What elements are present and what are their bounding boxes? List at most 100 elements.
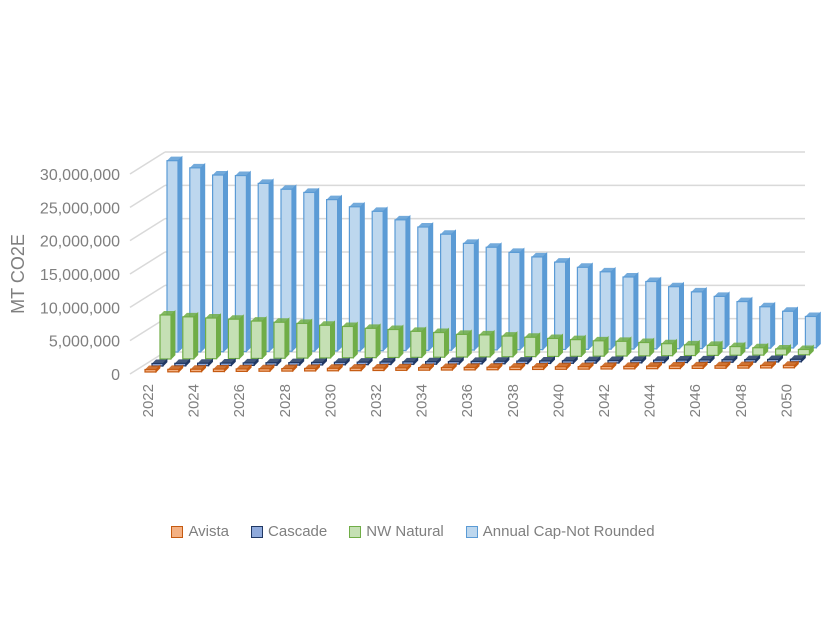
bar-side-face [291, 184, 297, 353]
x-tick-label: 2046 [687, 384, 704, 417]
legend-item: NW Natural [349, 523, 444, 540]
bar-side-face [550, 355, 555, 365]
bar-side-face [473, 238, 479, 352]
bar-top-face [668, 282, 684, 287]
bar-side-face [595, 355, 601, 365]
bar-top-face [555, 362, 571, 367]
bar-top-face [653, 356, 669, 361]
legend-swatch [465, 525, 478, 538]
bar-top-face [760, 361, 776, 366]
gridline-side [129, 184, 166, 208]
bar-side-face [330, 320, 336, 359]
y-tick-label: 25,000,000 [40, 200, 120, 217]
legend-swatch [251, 525, 264, 538]
bar-side-face [755, 354, 761, 364]
bar-top-face [509, 248, 524, 253]
bar-top-face [502, 332, 517, 337]
bar-side-face [748, 360, 754, 370]
x-tick-label: 2026 [231, 384, 248, 417]
bar-top-face [440, 230, 456, 235]
bar-side-face [489, 329, 495, 358]
bar-front-face [660, 343, 674, 357]
bar-side-face [268, 178, 274, 353]
bar-nw-natural-2035 [455, 329, 472, 359]
x-tick-label: 2038 [505, 384, 522, 417]
bar-top-face [417, 223, 433, 228]
bar-top-face [570, 335, 586, 340]
bar-top-face [326, 195, 342, 200]
bar-front-face [804, 315, 818, 349]
bar-side-face [519, 247, 525, 351]
bar-annual-cap-not-rounded-2046 [713, 291, 730, 350]
bar-front-face [638, 341, 651, 357]
bar-front-face [418, 367, 431, 371]
bar-front-face [281, 368, 294, 372]
bar-top-face [532, 362, 548, 367]
bar-avista-2031 [349, 363, 366, 372]
bar-front-face [577, 366, 590, 370]
bar-cascade-2041 [584, 355, 601, 365]
bar-top-face [327, 364, 343, 369]
bar-top-face [759, 302, 775, 307]
bar-side-face [573, 355, 578, 365]
bar-side-face [155, 364, 161, 373]
bar-cascade-2036 [470, 356, 487, 365]
bar-side-face [724, 291, 730, 350]
bar-cascade-2043 [630, 355, 647, 364]
bar-side-face [178, 364, 184, 373]
y-tick-label: 20,000,000 [40, 234, 120, 251]
bar-cascade-2030 [333, 357, 350, 366]
bar-front-face [706, 344, 719, 356]
bar-top-face [205, 314, 221, 319]
bar-side-face [177, 155, 183, 353]
bar-side-face [314, 187, 320, 353]
bar-side-face [558, 333, 563, 358]
bar-side-face [565, 257, 570, 351]
bar-top-face [707, 341, 723, 346]
bar-top-face [456, 330, 472, 335]
bar-top-face [281, 364, 297, 369]
bar-front-face [691, 365, 704, 369]
bar-top-face [288, 358, 304, 363]
bar-top-face [213, 365, 229, 370]
bar-top-face [448, 357, 464, 362]
bar-avista-2024 [190, 364, 207, 373]
bar-avista-2036 [463, 362, 480, 371]
bar-front-face [463, 366, 476, 371]
bar-avista-2023 [167, 364, 184, 373]
bar-side-face [337, 194, 343, 352]
bar-top-face [714, 292, 730, 297]
bar-top-face [494, 357, 509, 362]
bar-cascade-2050 [789, 354, 806, 363]
bar-front-face [235, 368, 248, 372]
bar-front-face [159, 314, 172, 360]
bar-top-face [630, 356, 646, 361]
bar-side-face [679, 281, 684, 350]
bar-nw-natural-2032 [387, 324, 404, 359]
bar-cascade-2029 [311, 357, 328, 366]
y-tick-label: 10,000,000 [40, 300, 120, 317]
bar-side-face [208, 358, 214, 367]
bar-side-face [657, 361, 662, 370]
bar-front-face [433, 331, 446, 358]
bar-top-face [669, 362, 685, 367]
bar-front-face [144, 368, 157, 373]
bar-top-face [645, 277, 661, 282]
bar-side-face [398, 324, 404, 359]
bar-nw-natural-2025 [227, 314, 244, 360]
bar-annual-cap-not-rounded-2045 [690, 286, 707, 350]
bar-side-face [626, 336, 632, 357]
bar-front-face [737, 365, 750, 369]
bar-top-face [235, 171, 251, 176]
bar-front-face [326, 367, 339, 372]
bar-cascade-2027 [265, 357, 282, 367]
bar-top-face [349, 202, 365, 207]
bar-side-face [421, 326, 427, 359]
bar-annual-cap-not-rounded-2040 [576, 262, 593, 351]
bar-top-face [145, 365, 160, 370]
bar-cascade-2032 [379, 357, 396, 366]
bar-top-face [775, 344, 791, 349]
legend-item: Cascade [251, 523, 327, 540]
bar-cascade-2045 [675, 355, 692, 364]
bar-side-face [709, 354, 715, 364]
